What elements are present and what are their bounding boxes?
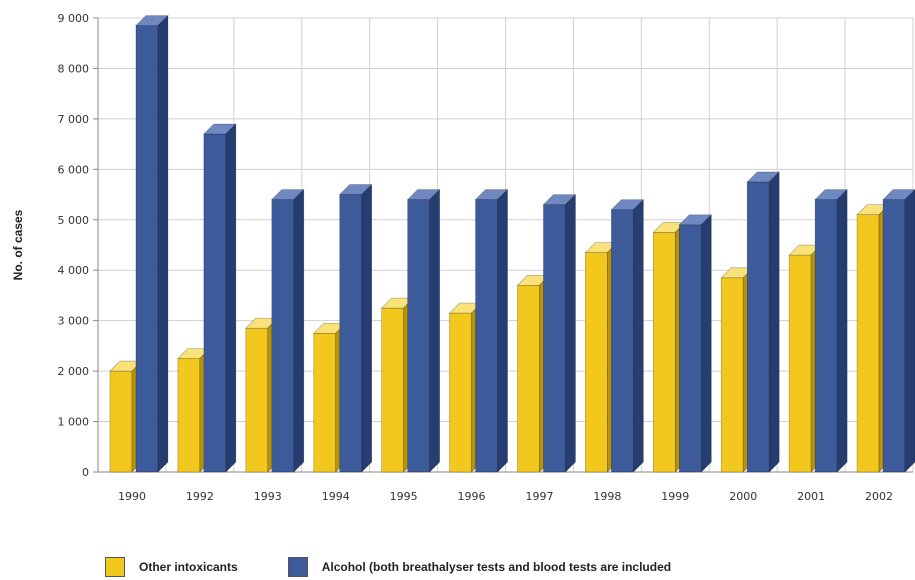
legend-label: Other intoxicants: [139, 560, 238, 574]
bar-front: [678, 224, 702, 473]
x-tick-label: 1993: [254, 490, 282, 503]
bar-front: [475, 199, 498, 473]
bar-alcohol: [338, 183, 373, 473]
bar-top: [882, 189, 915, 200]
bar-front: [543, 204, 566, 473]
bar-alcohol: [542, 193, 577, 473]
x-tick-label: 1990: [118, 490, 146, 503]
bar-alcohol: [135, 14, 169, 473]
bar-front: [611, 209, 634, 473]
bar-alcohol: [406, 188, 441, 473]
bar-front: [814, 199, 838, 473]
bar-front: [381, 307, 404, 473]
bar-side: [768, 171, 780, 473]
bar-alcohol: [610, 198, 645, 473]
bar-alcohol: [746, 171, 780, 473]
bar-front: [720, 277, 744, 473]
bar-other-intoxicants: [312, 322, 347, 473]
bar-side: [904, 189, 915, 473]
bar-side: [633, 198, 644, 473]
bar-side: [429, 188, 440, 473]
x-tick-label: 2002: [865, 490, 893, 503]
bar-front: [517, 285, 540, 473]
legend-swatch-blue: [287, 557, 308, 577]
y-axis: 0 1 000 2 000 3 000 4 000 5 000 6 000 7 000 8 00…: [58, 12, 99, 479]
x-tick-label: 1999: [661, 490, 689, 503]
bars: [109, 14, 915, 473]
bar-front: [746, 181, 770, 473]
bar-side: [700, 214, 712, 473]
bar-front: [271, 199, 295, 473]
bar-alcohol: [203, 123, 237, 473]
y-tick-label: 2 000: [58, 365, 90, 378]
bar-front: [882, 199, 906, 473]
y-tick-label: 9 000: [58, 12, 90, 25]
bar-front: [245, 327, 269, 473]
bar-alcohol: [678, 214, 713, 473]
bar-alcohol: [814, 188, 848, 473]
y-axis-label: No. of cases: [11, 209, 25, 280]
x-tick-label: 1995: [390, 490, 418, 503]
y-tick-label: 8 000: [58, 62, 90, 75]
bar-front: [585, 252, 608, 473]
bar-front: [856, 214, 880, 473]
x-tick-label: 1997: [525, 490, 553, 503]
x-tick-label: 1996: [458, 490, 486, 503]
bar-front: [203, 133, 227, 473]
y-tick-label: 5 000: [58, 214, 90, 227]
bar-side: [836, 188, 848, 473]
bar-side: [497, 188, 508, 473]
bar-front: [109, 370, 133, 473]
bar-front: [135, 25, 159, 473]
bar-side: [361, 183, 373, 473]
bar-side: [565, 193, 576, 473]
bar-front: [313, 332, 337, 473]
legend-item-other-intoxicants: Other intoxicants: [105, 557, 238, 577]
legend-label: Alcohol (both breathalyser tests and blo…: [321, 560, 672, 574]
y-tick-label: 3 000: [58, 315, 90, 328]
bar-front: [177, 358, 201, 473]
bar-alcohol: [474, 188, 509, 473]
bar-alcohol: [882, 189, 915, 473]
y-tick-label: 6 000: [58, 163, 90, 176]
bar-front: [449, 312, 472, 473]
legend-item-alcohol: Alcohol (both breathalyser tests and blo…: [287, 557, 672, 577]
bar-front: [652, 232, 676, 473]
bar-side: [157, 14, 169, 473]
x-tick-label: 2001: [797, 490, 825, 503]
bar-front: [339, 194, 363, 473]
y-tick-label: 0: [82, 466, 89, 479]
x-axis: 1990 1992 1993 1994 1995 1996 1997 1998 1999 2000…: [98, 471, 913, 503]
bar-alcohol: [271, 188, 305, 473]
x-tick-label: 1998: [593, 490, 621, 503]
x-tick-label: 1994: [322, 490, 350, 503]
y-tick-label: 7 000: [58, 113, 90, 126]
bar-front: [788, 254, 812, 473]
y-tick-label: 4 000: [58, 264, 90, 277]
bar-side: [293, 188, 305, 473]
x-tick-label: 1992: [186, 490, 214, 503]
bar-front: [407, 199, 430, 473]
x-tick-label: 2000: [729, 490, 757, 503]
bar-chart: 0 1 000 2 000 3 000 4 000 5 000 6 000 7 000 8 00…: [11, 12, 915, 503]
legend: Other intoxicants Alcohol (both breathal…: [105, 555, 671, 579]
legend-swatch-yellow: [105, 557, 125, 577]
bar-side: [225, 123, 237, 473]
y-tick-label: 1 000: [58, 416, 90, 429]
